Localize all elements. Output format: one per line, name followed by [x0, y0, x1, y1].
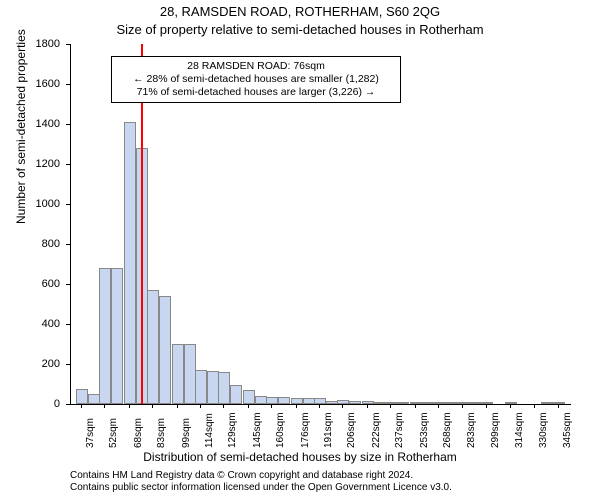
x-tick-mark — [510, 404, 511, 408]
y-tick-label: 400 — [0, 319, 60, 330]
histogram-bar — [469, 402, 481, 404]
histogram-bar — [207, 371, 219, 404]
y-tick-label: 1600 — [0, 79, 60, 90]
copyright-line1: Contains HM Land Registry data © Crown c… — [70, 470, 580, 482]
x-tick-label: 345sqm — [562, 412, 573, 448]
histogram-bar — [553, 402, 565, 404]
histogram-bar — [349, 401, 361, 404]
x-tick-mark — [152, 404, 153, 408]
histogram-bar — [111, 268, 123, 404]
histogram-bar — [159, 296, 171, 404]
annotation-line3: 71% of semi-detached houses are larger (… — [118, 86, 394, 99]
histogram-bar — [184, 344, 196, 404]
x-tick-label: 237sqm — [394, 412, 405, 448]
histogram-bar — [397, 402, 409, 404]
histogram-bar — [410, 402, 422, 404]
histogram-bar — [195, 370, 207, 404]
y-tick-label: 800 — [0, 239, 60, 250]
histogram-bar — [147, 290, 159, 404]
x-tick-label: 299sqm — [490, 412, 501, 448]
x-axis-label: Distribution of semi-detached houses by … — [0, 450, 600, 464]
plot-area: 28 RAMSDEN ROAD: 76sqm ← 28% of semi-det… — [70, 44, 571, 405]
y-tick-label: 0 — [0, 399, 60, 410]
y-tick-label: 1000 — [0, 199, 60, 210]
x-tick-mark — [558, 404, 559, 408]
histogram-bar — [362, 401, 374, 404]
x-tick-label: 145sqm — [252, 412, 263, 448]
histogram-bar — [303, 398, 315, 404]
histogram-bar — [385, 402, 397, 404]
copyright-text: Contains HM Land Registry data © Crown c… — [70, 470, 580, 494]
histogram-bar — [230, 385, 242, 404]
x-tick-label: 253sqm — [419, 412, 430, 448]
y-tick-label: 1800 — [0, 39, 60, 50]
x-tick-label: 52sqm — [108, 418, 119, 448]
chart-subtitle: Size of property relative to semi-detach… — [0, 22, 600, 37]
x-tick-mark — [104, 404, 105, 408]
x-tick-mark — [129, 404, 130, 408]
annotation-line2: ← 28% of semi-detached houses are smalle… — [118, 73, 394, 86]
x-tick-mark — [342, 404, 343, 408]
x-tick-mark — [534, 404, 535, 408]
x-tick-label: 114sqm — [204, 413, 215, 448]
x-tick-mark — [248, 404, 249, 408]
histogram-bar — [243, 390, 255, 404]
annotation-line1: 28 RAMSDEN ROAD: 76sqm — [118, 60, 394, 73]
y-tick-label: 1400 — [0, 119, 60, 130]
x-tick-mark — [390, 404, 391, 408]
x-tick-label: 37sqm — [85, 418, 96, 448]
y-tick-label: 600 — [0, 279, 60, 290]
histogram-bar — [76, 389, 88, 404]
histogram-bar — [278, 397, 290, 404]
x-tick-label: 68sqm — [133, 418, 144, 448]
y-tick-label: 1200 — [0, 159, 60, 170]
histogram-bar — [266, 397, 278, 404]
copyright-line2: Contains public sector information licen… — [70, 482, 580, 494]
histogram-bar — [314, 398, 326, 404]
x-tick-mark — [486, 404, 487, 408]
chart-container: 28, RAMSDEN ROAD, ROTHERHAM, S60 2QG Siz… — [0, 0, 600, 500]
x-tick-label: 206sqm — [346, 412, 357, 448]
y-tick-label: 200 — [0, 359, 60, 370]
x-tick-label: 268sqm — [442, 412, 453, 448]
histogram-bar — [88, 394, 100, 404]
x-tick-mark — [177, 404, 178, 408]
histogram-bar — [541, 402, 553, 404]
x-tick-label: 222sqm — [371, 412, 382, 448]
histogram-bar — [172, 344, 184, 404]
x-tick-label: 99sqm — [181, 418, 192, 448]
x-tick-label: 160sqm — [275, 412, 286, 448]
x-tick-mark — [415, 404, 416, 408]
x-tick-label: 129sqm — [227, 412, 238, 448]
x-tick-label: 83sqm — [156, 418, 167, 448]
histogram-bar — [218, 372, 230, 404]
address-title: 28, RAMSDEN ROAD, ROTHERHAM, S60 2QG — [0, 4, 600, 19]
x-tick-label: 191sqm — [323, 412, 334, 448]
x-tick-mark — [81, 404, 82, 408]
x-tick-label: 314sqm — [514, 412, 525, 448]
histogram-bar — [255, 396, 267, 404]
x-tick-mark — [223, 404, 224, 408]
x-tick-mark — [462, 404, 463, 408]
histogram-bar — [374, 402, 386, 404]
histogram-bar — [124, 122, 136, 404]
histogram-bar — [337, 400, 349, 404]
x-tick-label: 283sqm — [466, 412, 477, 448]
x-tick-mark — [438, 404, 439, 408]
x-tick-label: 330sqm — [538, 412, 549, 448]
histogram-bar — [422, 402, 434, 404]
histogram-bar — [326, 401, 338, 404]
histogram-bar — [99, 268, 111, 404]
x-tick-mark — [296, 404, 297, 408]
histogram-bar — [433, 402, 445, 404]
x-tick-mark — [367, 404, 368, 408]
x-tick-mark — [319, 404, 320, 408]
x-tick-mark — [200, 404, 201, 408]
x-tick-mark — [271, 404, 272, 408]
annotation-box: 28 RAMSDEN ROAD: 76sqm ← 28% of semi-det… — [111, 56, 401, 103]
histogram-bar — [445, 402, 457, 404]
x-tick-label: 176sqm — [300, 412, 311, 448]
